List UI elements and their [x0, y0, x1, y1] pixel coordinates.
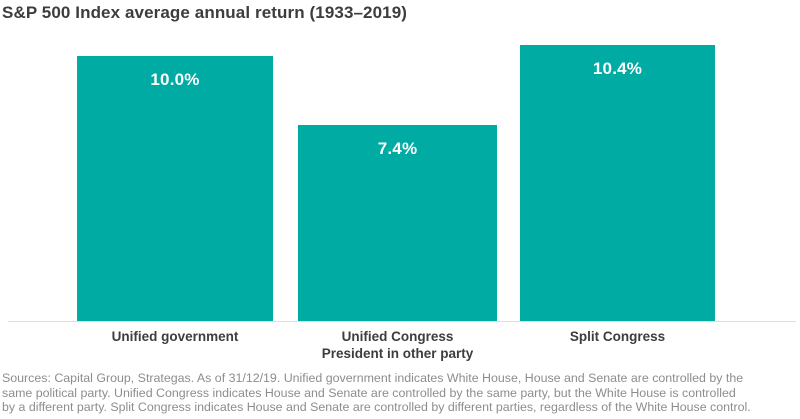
bar-value-label: 7.4% [377, 139, 418, 158]
source-note-line: same political party. Unified Congress i… [2, 385, 736, 400]
source-note-line: Sources: Capital Group, Strategas. As of… [2, 371, 744, 385]
bar-value-label: 10.0% [150, 70, 200, 89]
x-axis-label-unified-government: Unified government [111, 329, 239, 344]
x-axis-label-unified-congress: Unified Congress President in other part… [321, 329, 474, 361]
bar-unified-government: 10.0% [77, 56, 273, 321]
plot-area: 10.0% 7.4% 10.4% [8, 45, 796, 322]
source-note: Sources: Capital Group, Strategas. As of… [2, 371, 798, 415]
x-axis-line [8, 321, 796, 322]
x-axis-label-split-congress: Split Congress [569, 329, 666, 344]
bar-unified-congress-president-other-party: 7.4% [298, 125, 497, 321]
chart-title: S&P 500 Index average annual return (193… [2, 3, 408, 22]
bar-split-congress: 10.4% [520, 45, 715, 321]
bar-value-label: 10.4% [592, 59, 643, 78]
source-note-line: by a different party. Split Congress ind… [2, 400, 751, 414]
